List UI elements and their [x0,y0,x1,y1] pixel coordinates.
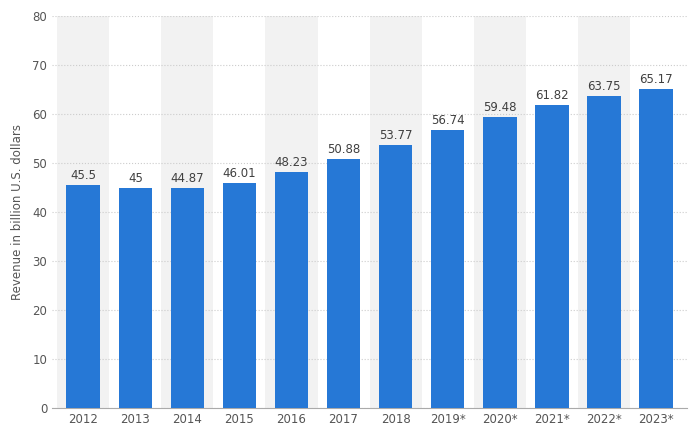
Bar [526,16,578,408]
Text: 45.5: 45.5 [70,169,96,182]
Text: 44.87: 44.87 [170,172,205,185]
Text: 59.48: 59.48 [483,101,517,114]
Bar [535,105,569,408]
Text: 56.74: 56.74 [431,114,464,127]
Bar [170,188,205,408]
Bar [161,16,214,408]
Y-axis label: Revenue in billion U.S. dollars: Revenue in billion U.S. dollars [11,124,24,300]
Bar [431,130,464,408]
Text: 63.75: 63.75 [587,80,621,93]
Text: 61.82: 61.82 [535,89,568,102]
Bar [57,16,110,408]
Text: 65.17: 65.17 [639,73,672,86]
Bar [214,16,265,408]
Bar [473,16,526,408]
Bar [223,183,256,408]
Bar [265,16,318,408]
Text: 46.01: 46.01 [223,166,256,180]
Bar [66,185,101,408]
Text: 45: 45 [128,172,143,185]
Bar [630,16,682,408]
Bar [318,16,369,408]
Bar [378,145,413,408]
Bar [587,96,621,408]
Text: 48.23: 48.23 [275,156,309,169]
Bar [119,187,152,408]
Bar [483,117,517,408]
Bar [274,172,309,408]
Text: 53.77: 53.77 [379,128,413,142]
Bar [639,89,673,408]
Bar [369,16,422,408]
Text: 50.88: 50.88 [327,143,360,156]
Bar [110,16,161,408]
Bar [578,16,630,408]
Bar [327,159,360,408]
Bar [422,16,473,408]
